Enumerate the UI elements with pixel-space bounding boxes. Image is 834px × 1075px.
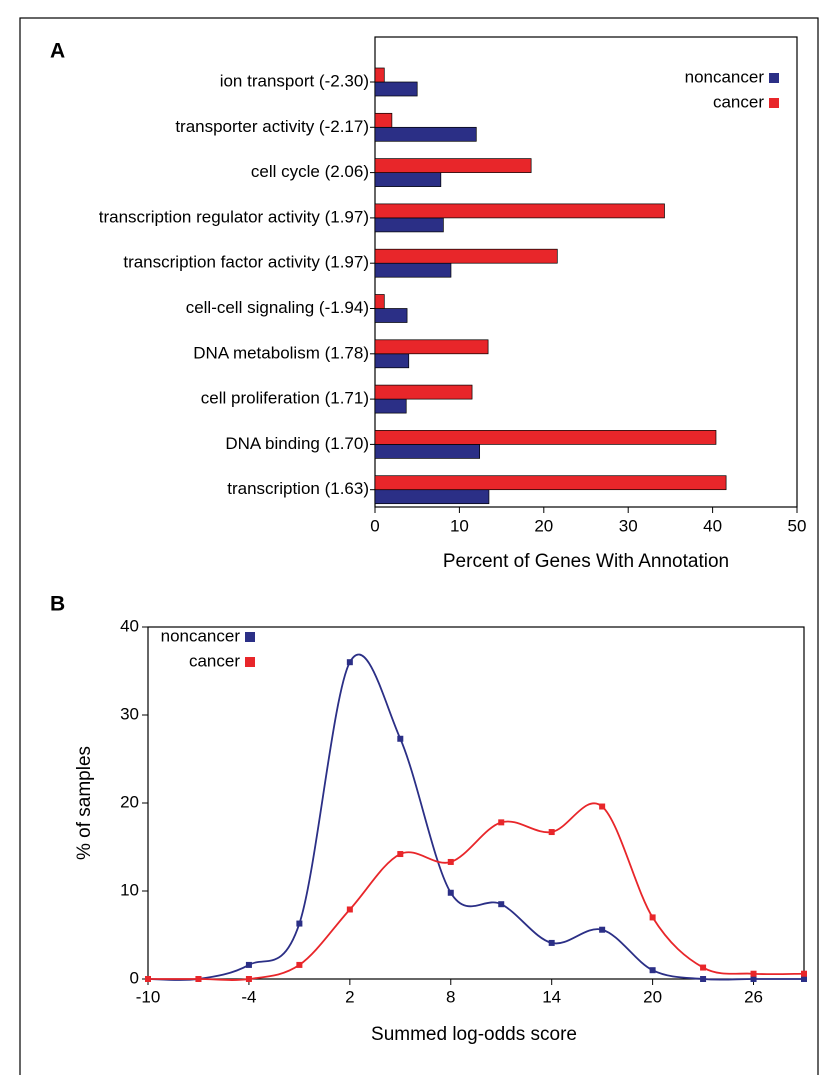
category-label: cell-cell signaling (-1.94) — [186, 298, 369, 317]
bar — [374, 339, 489, 355]
y-axis-label: % of samples — [74, 746, 95, 860]
bar — [374, 217, 444, 233]
legend-swatch — [245, 632, 255, 642]
bar — [374, 384, 473, 400]
category-label: transcription regulator activity (1.97) — [99, 207, 369, 226]
frame — [19, 17, 819, 1075]
plot-frame — [147, 626, 805, 980]
bar — [374, 248, 558, 264]
x-tick-label: 2 — [345, 987, 354, 1006]
point — [548, 939, 555, 946]
point — [397, 735, 404, 742]
point — [649, 967, 656, 974]
x-tick-label: 20 — [534, 516, 553, 535]
legend-swatch — [769, 98, 779, 108]
legend-swatch — [245, 657, 255, 667]
y-tick-label: 40 — [120, 616, 139, 635]
x-tick-label: 0 — [370, 516, 379, 535]
point — [447, 889, 454, 896]
point — [195, 976, 202, 982]
legend-swatch — [769, 73, 779, 83]
point — [548, 829, 555, 836]
bar — [374, 294, 385, 309]
point — [245, 961, 252, 968]
bar — [374, 158, 532, 173]
panel-label: A — [50, 40, 65, 63]
legend-label: noncancer — [685, 67, 765, 86]
legend-label: noncancer — [161, 626, 241, 645]
point — [649, 914, 656, 921]
x-tick-label: 40 — [703, 516, 722, 535]
x-axis-label: Summed log-odds score — [371, 1024, 577, 1045]
bar — [374, 81, 418, 97]
point — [750, 970, 757, 977]
point — [700, 976, 707, 982]
x-tick-label: 30 — [619, 516, 638, 535]
bar — [374, 489, 490, 505]
point — [498, 901, 505, 908]
point — [145, 976, 151, 982]
bar — [374, 353, 410, 369]
point — [750, 976, 757, 982]
bar — [374, 112, 393, 128]
bar — [374, 203, 665, 219]
category-label: cell proliferation (1.71) — [201, 389, 369, 408]
x-tick-label: 14 — [542, 987, 561, 1006]
category-label: ion transport (-2.30) — [220, 71, 369, 90]
bar — [374, 67, 385, 83]
point — [346, 906, 353, 913]
category-label: transporter activity (-2.17) — [175, 117, 369, 136]
y-tick-label: 10 — [120, 880, 139, 899]
point — [346, 659, 353, 666]
point — [599, 803, 606, 810]
y-tick-label: 30 — [120, 704, 139, 723]
legend-label: cancer — [713, 92, 764, 111]
series-line — [148, 802, 805, 981]
series-line — [147, 653, 804, 981]
category-label: cell cycle (2.06) — [251, 162, 369, 181]
point — [801, 970, 807, 977]
point — [296, 961, 303, 968]
point — [498, 819, 505, 826]
bar — [374, 308, 408, 323]
x-tick-label: 8 — [446, 987, 455, 1006]
bar — [374, 172, 442, 187]
x-tick-label: -4 — [241, 987, 256, 1006]
panel-label: B — [50, 593, 65, 616]
bar — [374, 430, 717, 445]
point — [245, 976, 252, 982]
point — [397, 851, 404, 858]
category-label: DNA binding (1.70) — [225, 434, 369, 453]
x-tick-label: 10 — [450, 516, 469, 535]
bar — [374, 444, 481, 459]
point — [801, 976, 807, 982]
bar — [374, 262, 452, 278]
bar — [374, 126, 477, 142]
legend-label: cancer — [189, 651, 240, 670]
x-tick-label: -10 — [136, 987, 161, 1006]
point — [296, 920, 303, 927]
x-axis-label: Percent of Genes With Annotation — [443, 551, 729, 572]
category-label: DNA metabolism (1.78) — [193, 343, 369, 362]
bar — [374, 398, 407, 414]
category-label: transcription (1.63) — [227, 479, 369, 498]
point — [700, 964, 707, 971]
point — [599, 926, 606, 933]
y-tick-label: 0 — [130, 968, 139, 987]
x-tick-label: 50 — [788, 516, 807, 535]
y-tick-label: 20 — [120, 792, 139, 811]
x-tick-label: 26 — [744, 987, 763, 1006]
x-tick-label: 20 — [643, 987, 662, 1006]
point — [447, 858, 454, 865]
category-label: transcription factor activity (1.97) — [123, 253, 369, 272]
bar — [374, 475, 727, 491]
